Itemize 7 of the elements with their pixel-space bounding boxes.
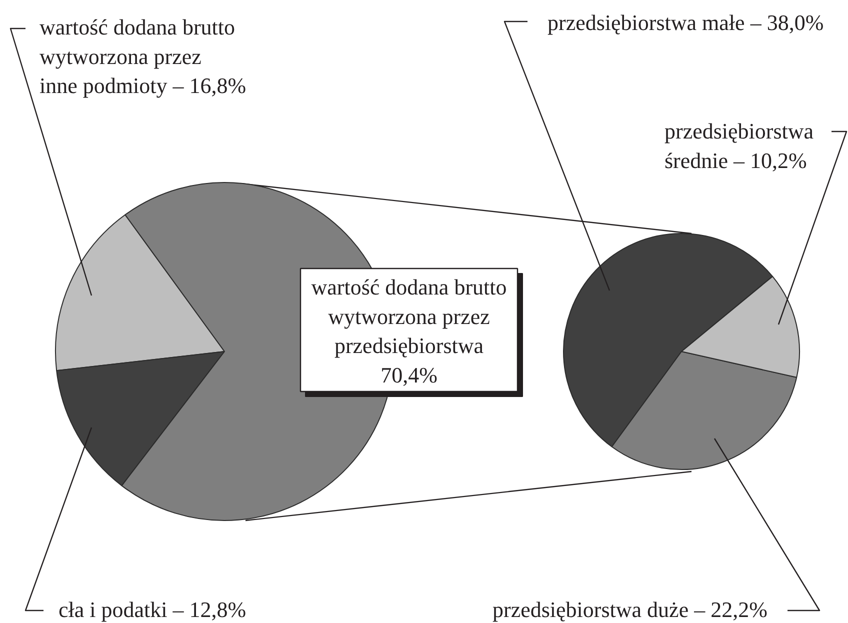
slice-label: przedsiębiorstwa małe – 38,0% [548,10,824,35]
slice-label: cła i podatki – 12,8% [58,597,246,622]
data-label: 70,4% [380,362,438,388]
slice-label: przedsiębiorstwa duże – 22,2% [492,597,768,622]
slice-label: wartość dodana brutto wytworzona przez przedsiębiorstwa [311,274,507,358]
slice-label: wartość dodana brutto wytworzona przez inne podmioty – 16,8% [40,14,246,98]
slice-label: przedsiębiorstwa średnie – 10,2% [664,118,814,173]
